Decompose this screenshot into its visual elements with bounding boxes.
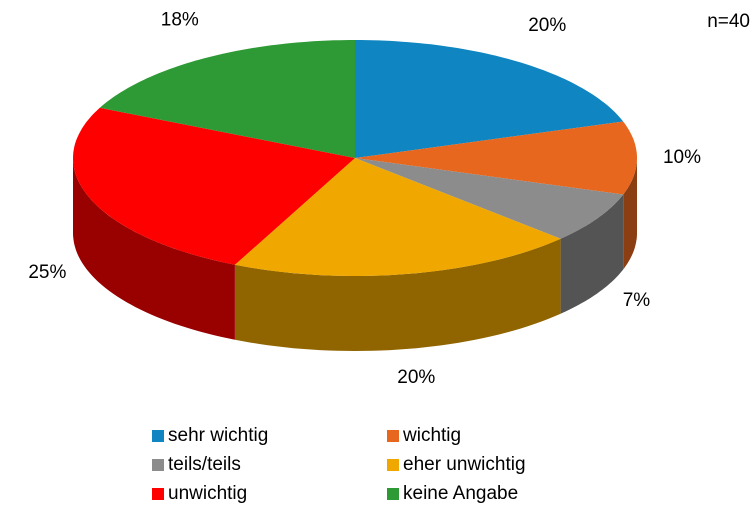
data-label: 20%: [528, 15, 566, 36]
legend-label: eher unwichtig: [403, 454, 526, 475]
legend-label: wichtig: [402, 425, 461, 446]
data-label: 25%: [28, 262, 66, 283]
annotation: n=40: [707, 11, 750, 32]
data-label: 7%: [623, 290, 651, 311]
legend-swatch: [387, 488, 399, 500]
legend-label: sehr wichtig: [168, 425, 268, 446]
legend-swatch: [387, 430, 399, 442]
pie-slice: [355, 121, 637, 195]
pie-side: [234, 238, 561, 351]
pie-side: [560, 194, 624, 314]
pie-slice: [99, 40, 355, 158]
pie-side: [73, 158, 235, 340]
data-label: 20%: [397, 367, 435, 388]
legend-swatch: [152, 488, 164, 500]
pie-slice: [355, 40, 624, 158]
legend-label: teils/teils: [168, 454, 241, 475]
legend-swatch: [152, 459, 164, 471]
data-label: 10%: [663, 147, 701, 168]
legend-swatch: [152, 430, 164, 442]
legend-label: keine Angabe: [403, 483, 518, 504]
pie-slice: [234, 158, 561, 276]
pie-side: [623, 158, 637, 270]
pie-slice: [73, 107, 355, 265]
pie-slice: [355, 158, 624, 239]
legend-label: unwichtig: [168, 483, 247, 504]
data-label: 18%: [161, 9, 199, 30]
legend-swatch: [387, 459, 399, 471]
